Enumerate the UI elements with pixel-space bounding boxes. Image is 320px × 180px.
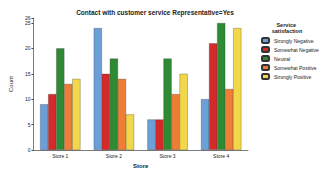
svg-text:Somewhat Positive: Somewhat Positive [274, 65, 317, 71]
svg-text:Neutral: Neutral [274, 56, 290, 62]
svg-text:5: 5 [28, 122, 31, 128]
svg-text:15: 15 [25, 71, 31, 77]
svg-text:satisfaction: satisfaction [272, 28, 303, 34]
svg-text:Store 1: Store 1 [52, 153, 68, 159]
svg-text:Strongly Negative: Strongly Negative [274, 38, 314, 44]
svg-text:Somewhat Negative: Somewhat Negative [274, 47, 319, 53]
svg-text:0: 0 [28, 147, 31, 153]
svg-text:26: 26 [25, 15, 31, 21]
svg-text:Strongly Positive: Strongly Positive [274, 74, 311, 80]
svg-text:Store 2: Store 2 [106, 153, 122, 159]
svg-text:Count: Count [8, 76, 14, 92]
svg-text:25: 25 [24, 20, 31, 27]
svg-text:10: 10 [25, 96, 31, 102]
svg-text:Store 4: Store 4 [213, 153, 229, 159]
svg-text:Store 3: Store 3 [159, 153, 175, 159]
svg-text:Service: Service [276, 22, 298, 28]
svg-text:Store: Store [133, 163, 149, 169]
svg-text:20: 20 [25, 45, 31, 51]
svg-text:Contact with customer service: Contact with customer service Representa… [76, 9, 234, 17]
